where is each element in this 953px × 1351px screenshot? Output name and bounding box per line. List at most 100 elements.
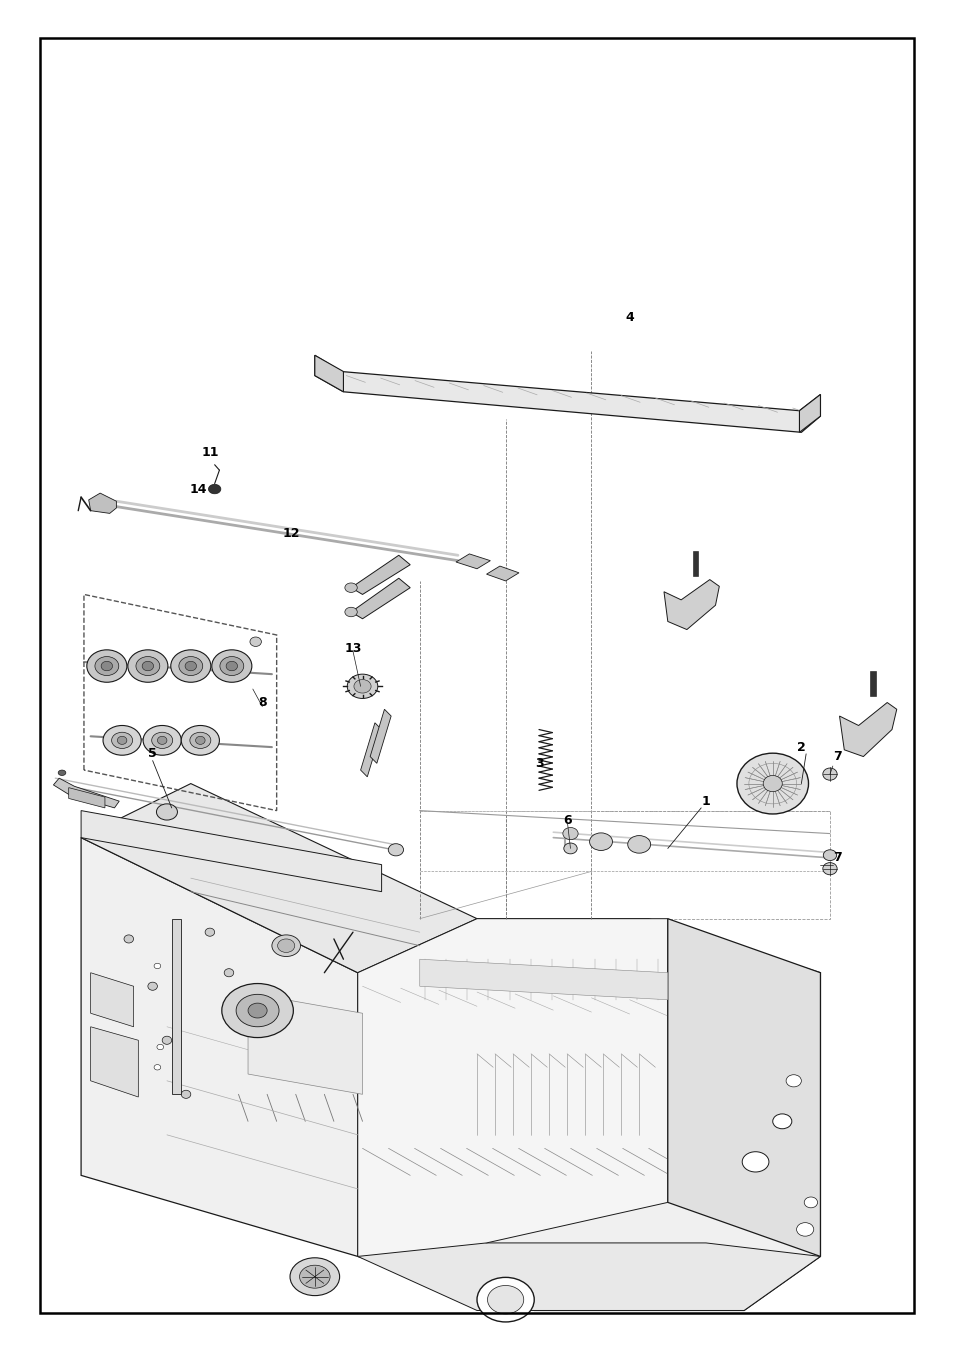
Ellipse shape (627, 835, 650, 854)
Ellipse shape (344, 608, 356, 617)
Ellipse shape (153, 963, 160, 969)
Ellipse shape (58, 770, 66, 775)
Ellipse shape (785, 1075, 801, 1086)
Ellipse shape (128, 650, 168, 682)
Ellipse shape (148, 982, 157, 990)
Polygon shape (663, 580, 719, 630)
Text: 7: 7 (832, 851, 841, 865)
Polygon shape (81, 784, 476, 973)
Polygon shape (370, 709, 391, 763)
Polygon shape (456, 554, 490, 569)
Ellipse shape (563, 843, 577, 854)
Text: 1: 1 (700, 794, 710, 808)
Ellipse shape (272, 935, 300, 957)
Ellipse shape (821, 863, 837, 875)
Ellipse shape (117, 736, 127, 744)
Ellipse shape (822, 850, 836, 861)
Polygon shape (357, 919, 667, 1256)
Ellipse shape (226, 661, 237, 671)
Ellipse shape (101, 661, 112, 671)
Polygon shape (692, 551, 698, 576)
Ellipse shape (299, 1265, 330, 1288)
Text: 8: 8 (257, 696, 267, 709)
Ellipse shape (157, 736, 167, 744)
Ellipse shape (487, 1286, 523, 1313)
Ellipse shape (143, 725, 181, 755)
Ellipse shape (589, 832, 612, 851)
Text: 14: 14 (190, 482, 207, 496)
Polygon shape (360, 723, 381, 777)
Ellipse shape (153, 1065, 160, 1070)
Polygon shape (91, 1027, 138, 1097)
Ellipse shape (224, 969, 233, 977)
Ellipse shape (344, 584, 356, 593)
Ellipse shape (347, 674, 377, 698)
Ellipse shape (195, 736, 205, 744)
Polygon shape (419, 959, 667, 1000)
Polygon shape (314, 355, 820, 432)
Polygon shape (351, 578, 410, 619)
Ellipse shape (135, 657, 159, 676)
Ellipse shape (94, 657, 118, 676)
Ellipse shape (388, 843, 403, 857)
Ellipse shape (803, 1197, 817, 1208)
Ellipse shape (212, 650, 252, 682)
Ellipse shape (772, 1113, 791, 1128)
Ellipse shape (290, 1258, 339, 1296)
Polygon shape (81, 811, 381, 892)
Text: 2: 2 (796, 740, 805, 754)
Ellipse shape (208, 484, 221, 494)
Text: 4: 4 (624, 311, 634, 324)
Text: 11: 11 (201, 446, 218, 459)
Polygon shape (172, 919, 181, 1094)
Ellipse shape (156, 804, 177, 820)
Ellipse shape (103, 725, 141, 755)
Ellipse shape (171, 650, 211, 682)
Ellipse shape (142, 661, 153, 671)
Ellipse shape (181, 725, 219, 755)
Ellipse shape (562, 827, 578, 839)
Text: 6: 6 (562, 813, 572, 827)
Polygon shape (248, 993, 362, 1094)
Polygon shape (69, 788, 105, 808)
Polygon shape (351, 555, 410, 594)
Polygon shape (839, 703, 896, 757)
Polygon shape (324, 1209, 820, 1310)
Text: 7: 7 (832, 750, 841, 763)
Ellipse shape (185, 661, 196, 671)
Ellipse shape (476, 1278, 534, 1321)
Ellipse shape (821, 767, 837, 781)
Ellipse shape (178, 657, 202, 676)
Ellipse shape (112, 732, 132, 748)
Ellipse shape (181, 1090, 191, 1098)
Polygon shape (667, 919, 820, 1256)
Ellipse shape (190, 732, 211, 748)
Polygon shape (357, 919, 820, 1310)
Text: 5: 5 (148, 747, 157, 761)
Ellipse shape (87, 650, 127, 682)
Ellipse shape (124, 935, 133, 943)
Ellipse shape (796, 1223, 813, 1236)
Ellipse shape (277, 939, 294, 952)
Text: 12: 12 (282, 527, 299, 540)
Ellipse shape (162, 1036, 172, 1044)
Polygon shape (486, 566, 518, 581)
Polygon shape (89, 493, 116, 513)
Polygon shape (314, 355, 343, 392)
Polygon shape (869, 671, 875, 696)
Ellipse shape (741, 1151, 768, 1171)
Ellipse shape (248, 1002, 267, 1019)
Text: 3: 3 (534, 757, 543, 770)
Polygon shape (53, 778, 119, 808)
Polygon shape (799, 394, 820, 432)
Ellipse shape (221, 984, 294, 1038)
Ellipse shape (354, 680, 371, 693)
Ellipse shape (736, 753, 807, 813)
Ellipse shape (236, 994, 278, 1027)
Ellipse shape (152, 732, 172, 748)
Polygon shape (81, 838, 357, 1256)
Ellipse shape (205, 928, 214, 936)
Text: 13: 13 (344, 642, 361, 655)
Polygon shape (91, 973, 133, 1027)
Ellipse shape (250, 638, 261, 647)
